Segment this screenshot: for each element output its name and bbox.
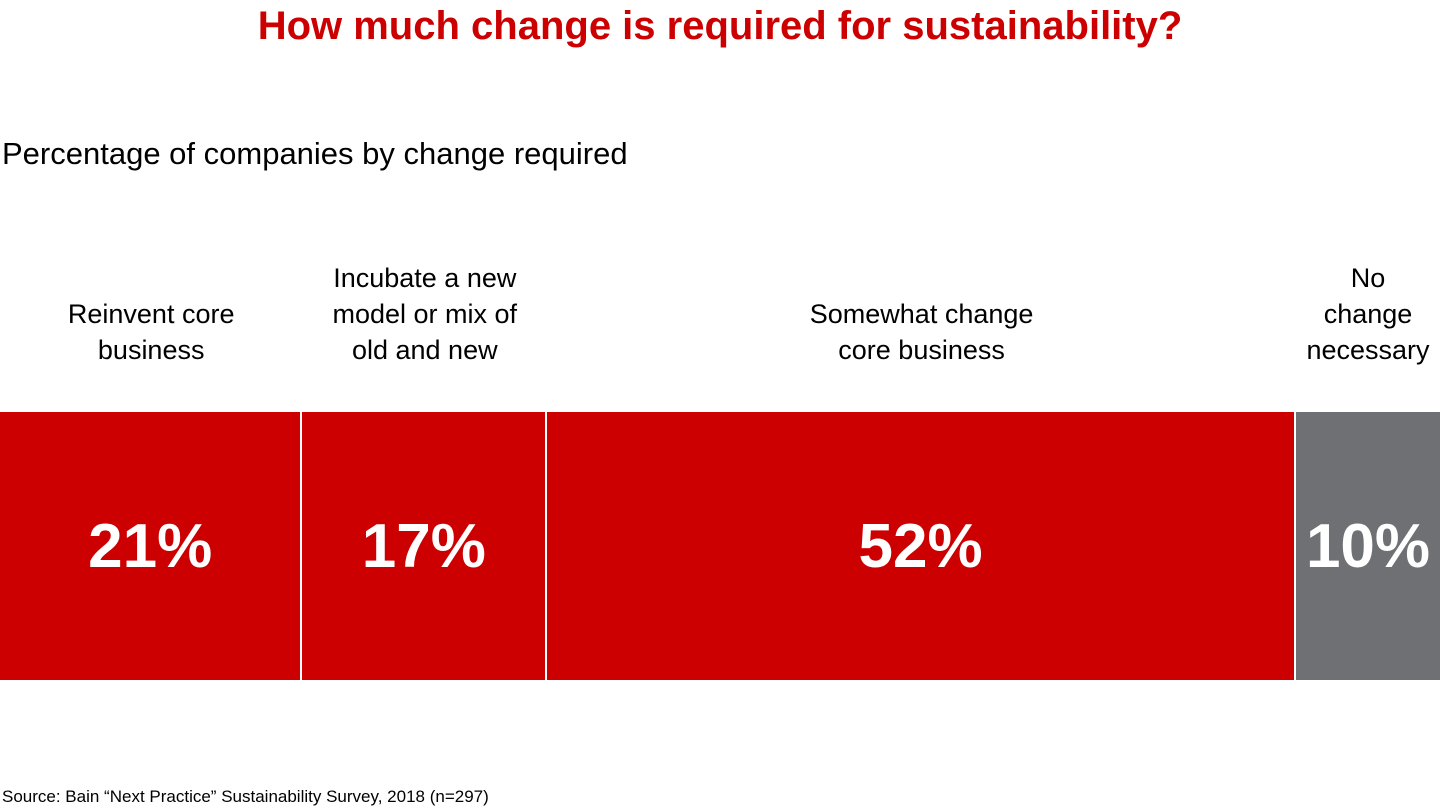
category-label-line: No	[1350, 263, 1386, 293]
bar-segment: 52%	[547, 412, 1294, 680]
category-label-line: change	[1323, 299, 1413, 329]
category-label-line: model or mix of	[332, 299, 518, 329]
category-label-line: business	[97, 335, 205, 365]
category-label: Incubate a new model or mix of old and new	[302, 260, 547, 368]
data-label: 21%	[88, 511, 213, 581]
category-label: Somewhat change core business	[547, 296, 1296, 368]
category-label-line: core business	[838, 335, 1005, 365]
category-label-line: Reinvent core	[67, 299, 235, 329]
category-label: No change necessary	[1296, 260, 1440, 368]
source-note: Source: Bain “Next Practice” Sustainabil…	[2, 787, 489, 806]
bar-segment: 10%	[1296, 412, 1440, 680]
bar-segment: 17%	[302, 412, 546, 680]
chart-subtitle: Percentage of companies by change requir…	[2, 136, 628, 171]
data-label: 52%	[858, 511, 983, 581]
category-label-line: necessary	[1306, 335, 1430, 365]
category-label-line: old and new	[351, 335, 498, 365]
category-label: Reinvent core business	[0, 296, 302, 368]
data-label: 10%	[1305, 511, 1431, 581]
category-label-line: Incubate a new	[333, 263, 517, 293]
bar-segment: 21%	[0, 412, 301, 680]
category-label-line: Somewhat change	[809, 299, 1034, 329]
data-label: 17%	[361, 511, 486, 581]
chart-title: How much change is required for sustaina…	[257, 4, 1183, 48]
